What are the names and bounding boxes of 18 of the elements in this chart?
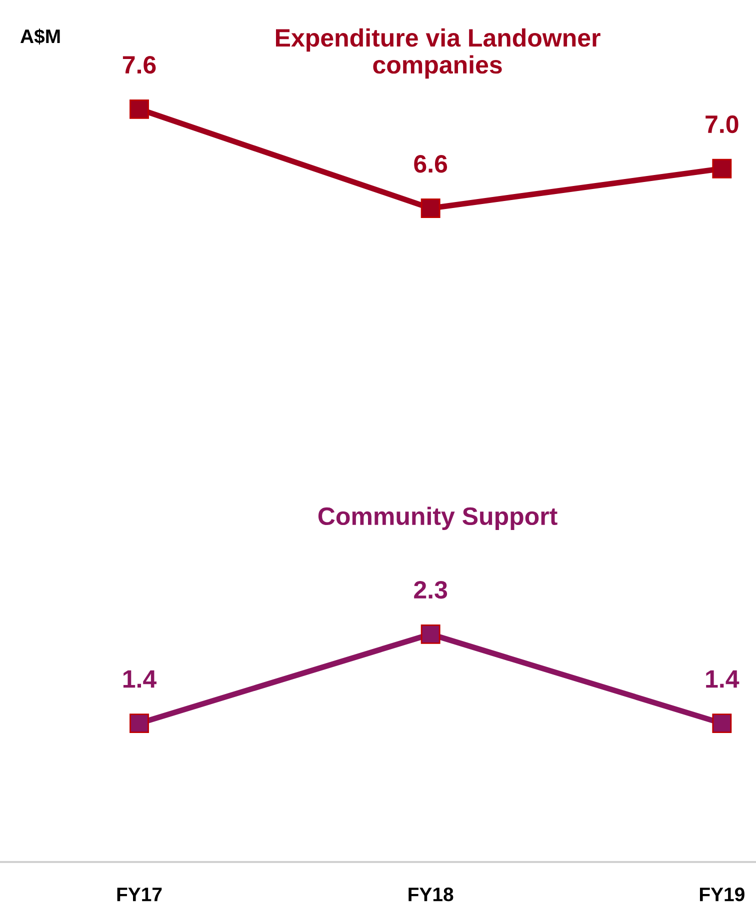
text: Community Support: [318, 506, 558, 530]
x-tick-label: FY19: [700, 888, 744, 902]
data-label: 6.6: [414, 155, 448, 173]
data-label: 7.6: [122, 56, 156, 74]
data-label: 1.4: [706, 670, 740, 688]
text: Expenditure via Landowner companies: [276, 28, 600, 79]
point: [420, 624, 440, 644]
point: [712, 714, 732, 734]
data-label: 1.4: [123, 670, 156, 688]
y-axis-title: A$M: [20, 28, 60, 44]
data-label: 7.0: [706, 115, 738, 134]
point: [420, 198, 440, 218]
point: [130, 714, 149, 734]
x-tick-label: FY17: [117, 888, 162, 902]
point: [712, 158, 732, 178]
point: [130, 99, 149, 119]
x-tick-label: FY18: [408, 888, 454, 902]
data-label: 2.3: [414, 580, 448, 599]
